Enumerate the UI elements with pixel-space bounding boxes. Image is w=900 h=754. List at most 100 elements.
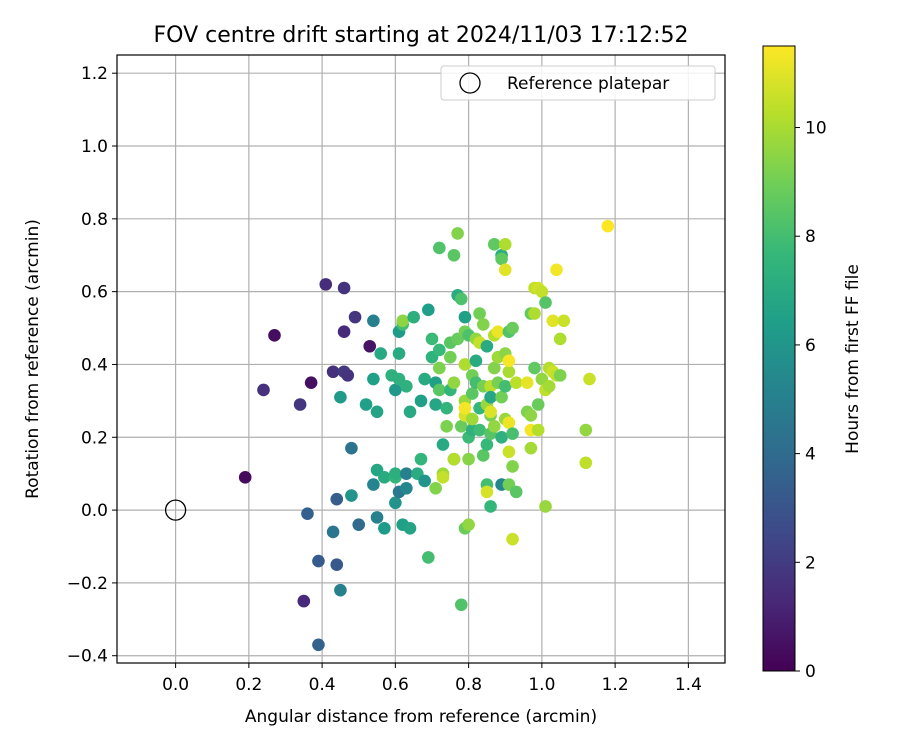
data-point [414, 452, 428, 466]
colorbar-tick-label: 2 [805, 553, 816, 573]
y-tick-label: 0.4 [81, 355, 108, 375]
data-point [506, 427, 519, 440]
data-point [378, 471, 391, 484]
x-tick-label: 1.2 [602, 675, 629, 695]
data-point [546, 314, 560, 328]
legend-reference-marker [459, 72, 481, 94]
data-point [550, 263, 563, 277]
data-point [440, 401, 453, 415]
data-point [257, 383, 270, 397]
data-point [378, 521, 391, 535]
data-point [293, 398, 307, 411]
data-point [509, 376, 523, 389]
data-point [487, 361, 501, 375]
data-point [451, 227, 464, 240]
data-point [312, 554, 325, 568]
data-point [429, 398, 442, 411]
colorbar-label: Hours from first FF file [843, 264, 863, 454]
data-point [389, 496, 402, 510]
data-point [433, 343, 446, 357]
data-point [528, 361, 541, 375]
data-point [539, 296, 552, 309]
x-tick-label: 0.0 [162, 675, 189, 695]
chart-title: FOV centre drift starting at 2024/11/03 … [154, 23, 689, 48]
data-point [524, 441, 538, 455]
y-tick-label: 0.0 [81, 501, 108, 521]
data-point [400, 380, 413, 393]
data-point [359, 398, 373, 411]
data-point [326, 525, 340, 539]
data-point [326, 365, 340, 379]
data-point [436, 471, 450, 484]
data-point [509, 485, 523, 499]
data-point [495, 430, 508, 444]
data-point [400, 481, 413, 495]
y-tick-label: 0.8 [81, 210, 108, 230]
data-point [506, 532, 519, 546]
data-point [447, 452, 461, 466]
data-point [601, 219, 615, 233]
colorbar-tick-label: 8 [805, 227, 816, 247]
data-point [506, 321, 519, 335]
data-point [465, 412, 479, 426]
colorbar-gradient [762, 45, 796, 672]
data-point [458, 358, 472, 371]
data-point [330, 558, 344, 572]
data-point [458, 310, 472, 324]
data-point [345, 489, 358, 502]
data-point [535, 285, 549, 298]
data-point [352, 518, 366, 531]
data-point [367, 478, 380, 491]
data-point [531, 398, 545, 411]
data-point [465, 387, 479, 400]
data-point [268, 329, 281, 342]
data-point [418, 372, 431, 386]
data-point [304, 376, 318, 389]
data-point [495, 390, 508, 404]
data-point [579, 423, 593, 437]
legend-box [440, 65, 716, 101]
data-point [480, 339, 494, 353]
data-point [458, 401, 472, 415]
data-points [238, 219, 615, 652]
data-point [498, 238, 512, 251]
y-tick-label: 0.6 [81, 283, 108, 303]
data-point [553, 369, 567, 382]
data-point [418, 474, 431, 488]
data-point [484, 405, 497, 419]
colorbar-tick-label: 6 [805, 336, 816, 356]
data-point [301, 507, 314, 521]
colorbar-tick-label: 0 [805, 662, 816, 682]
data-point [480, 485, 494, 499]
data-point [542, 380, 556, 393]
data-point [476, 449, 490, 462]
reference-platepar-marker [164, 499, 187, 521]
data-point [531, 423, 545, 437]
data-point [506, 460, 519, 473]
data-point [334, 390, 347, 404]
data-point [389, 467, 402, 480]
data-point [348, 310, 362, 324]
data-point [403, 405, 417, 419]
reference-marker-layer [164, 499, 187, 521]
y-tick-label: 1.2 [81, 64, 108, 84]
data-point [487, 238, 501, 251]
data-point [396, 314, 409, 328]
data-point [528, 307, 541, 320]
data-point [392, 347, 406, 360]
data-point [370, 405, 384, 419]
data-point [502, 416, 516, 430]
data-point [345, 441, 358, 455]
data-point [454, 598, 468, 612]
data-point [367, 372, 380, 386]
data-point [487, 420, 501, 433]
data-point [425, 332, 439, 346]
data-point [444, 350, 457, 364]
colorbar: 0 2 4 6 8 10 Hours from first FF file [762, 45, 863, 682]
data-point [389, 383, 402, 397]
y-ticks: −0.4 −0.2 0.0 0.2 0.4 0.6 0.8 1.0 1.2 [67, 64, 117, 667]
data-point [484, 390, 497, 404]
data-point [447, 376, 461, 389]
